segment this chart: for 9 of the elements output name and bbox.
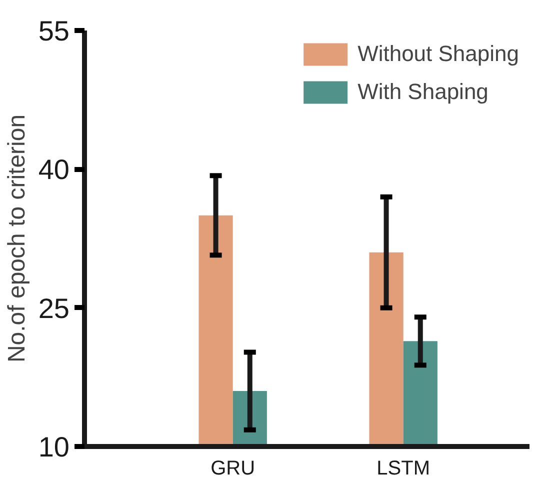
x-tick-label: LSTM bbox=[376, 458, 430, 480]
y-tick-label: 10 bbox=[38, 432, 70, 462]
y-tick-label: 55 bbox=[38, 16, 70, 46]
y-tick-label: 25 bbox=[38, 292, 70, 324]
y-axis-title: No.of epoch to criterion bbox=[3, 114, 30, 363]
x-tick-label: GRU bbox=[210, 458, 256, 480]
legend-label: With Shaping bbox=[358, 79, 488, 105]
y-tick-label: 40 bbox=[38, 154, 70, 186]
legend-label: Without Shaping bbox=[358, 41, 519, 67]
